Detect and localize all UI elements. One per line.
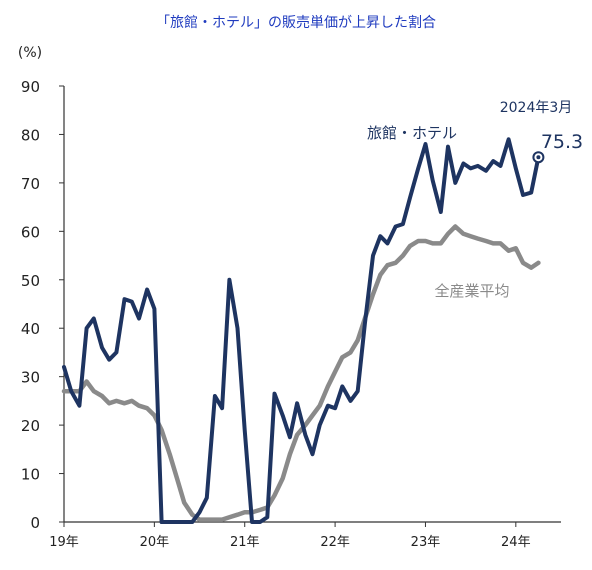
y-tick-label: 60 — [21, 223, 40, 241]
x-tick-label: 19年 — [49, 535, 79, 550]
chart-title: 「旅館・ホテル」の販売単価が上昇した割合 — [156, 14, 436, 31]
annotation-value-label: 75.3 — [541, 131, 583, 153]
y-tick-label: 70 — [21, 175, 40, 193]
series-line-all-industry — [61, 224, 541, 522]
series-label-hotel: 旅館・ホテル — [367, 124, 457, 142]
annotation-date-label: 2024年3月 — [500, 100, 573, 116]
y-tick-label: 50 — [21, 272, 40, 290]
series-layer — [61, 137, 541, 524]
y-tick-label: 90 — [21, 78, 40, 96]
x-tick-label: 22年 — [320, 535, 350, 550]
y-tick-label: 40 — [21, 320, 40, 338]
y-unit-label: (%) — [18, 45, 42, 61]
x-tick-label: 21年 — [230, 535, 260, 550]
y-tick-label: 20 — [21, 417, 40, 435]
x-axis-ticks: 19年 20年 21年 22年 23年 24年 — [49, 522, 531, 550]
y-tick-label: 0 — [30, 514, 40, 532]
series-line-hotel — [62, 137, 541, 524]
series-label-all-industry: 全産業平均 — [434, 282, 509, 300]
y-tick-label: 30 — [21, 369, 40, 387]
y-tick-label: 10 — [21, 466, 40, 484]
x-tick-label: 23年 — [411, 535, 441, 550]
x-tick-label: 24年 — [501, 535, 531, 550]
y-axis-ticks: 0 10 20 30 40 50 60 70 80 90 — [21, 78, 64, 532]
x-tick-label: 20年 — [140, 535, 170, 550]
y-tick-label: 80 — [21, 126, 40, 144]
annotation-marker-dot — [536, 155, 541, 160]
